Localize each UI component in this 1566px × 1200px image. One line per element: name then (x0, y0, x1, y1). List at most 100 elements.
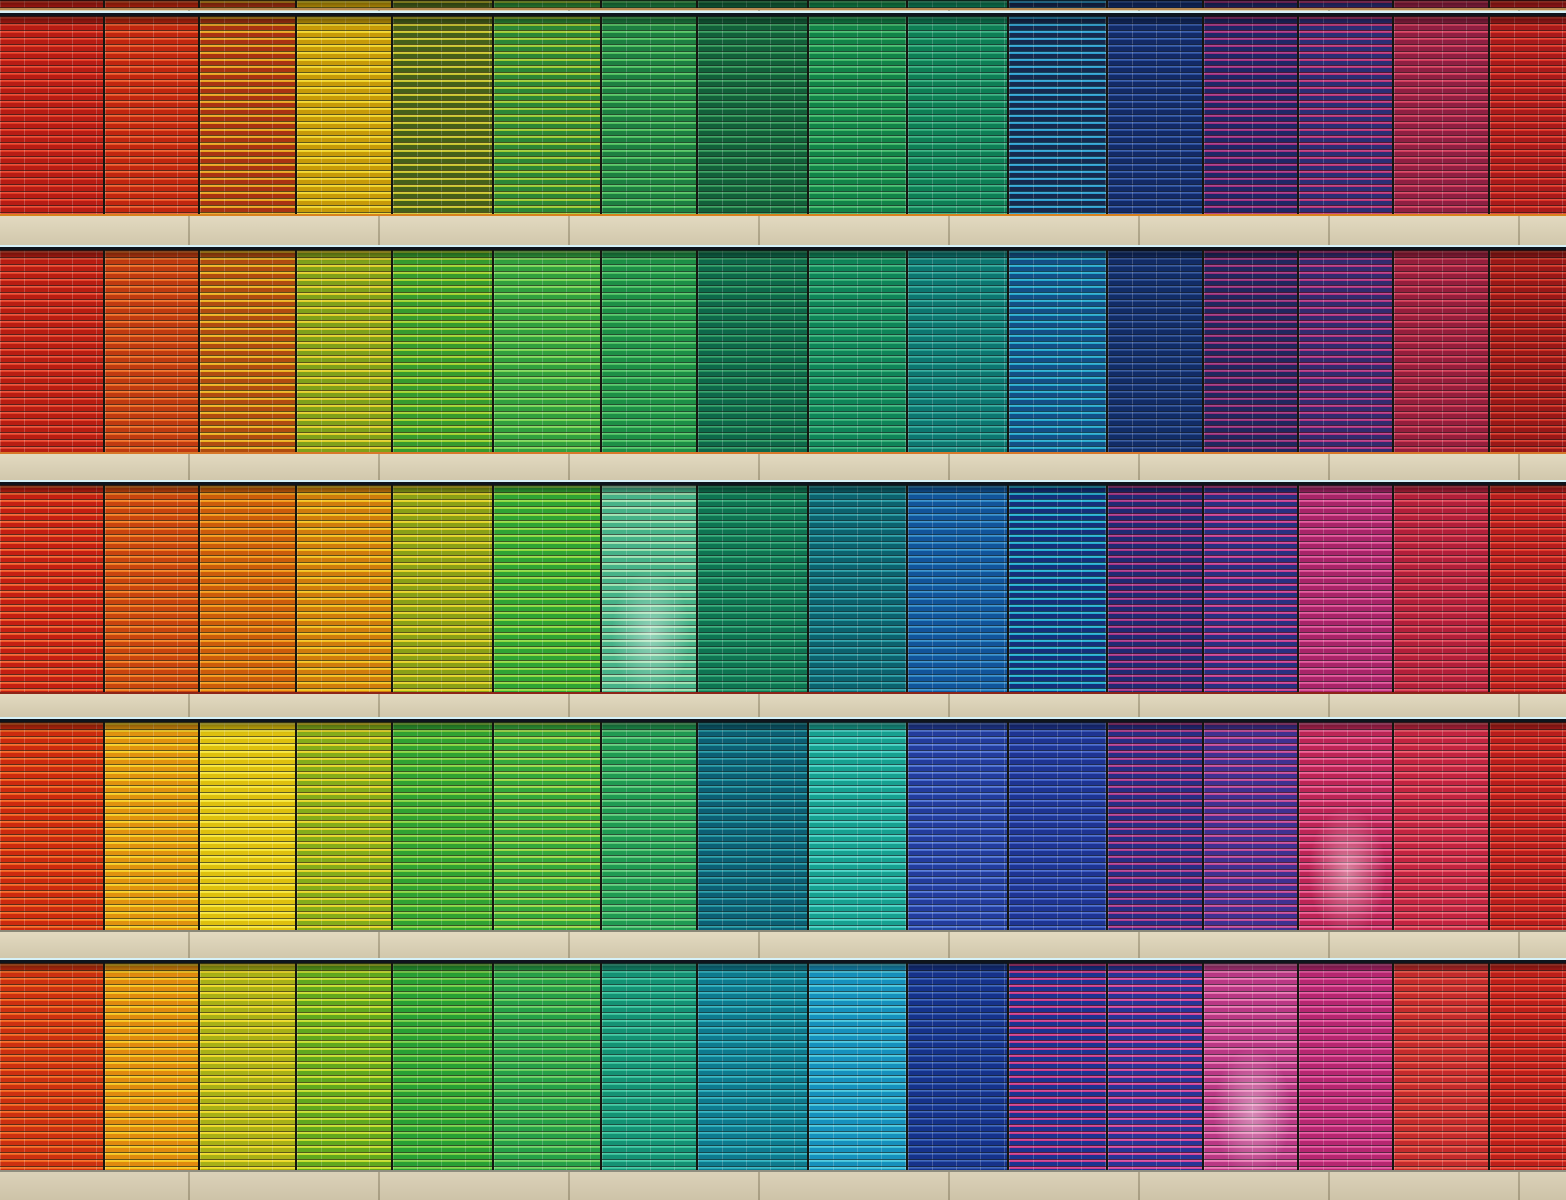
blind-panel (602, 0, 696, 8)
blind-panel (104, 16, 199, 214)
blind-panel (393, 963, 492, 1170)
blind-panel (1203, 16, 1298, 214)
blind-panel (602, 963, 696, 1170)
spandrel-1 (0, 214, 1566, 247)
blind-panel (697, 963, 807, 1170)
blind-panel (200, 250, 296, 452)
blind-panel (808, 0, 906, 8)
blind-panel (104, 722, 199, 930)
facade-band-floor-3 (0, 482, 1566, 692)
blind-panel (602, 722, 696, 930)
blind-panel (0, 16, 103, 214)
blind-panel (1394, 16, 1488, 214)
blind-panel (1008, 485, 1106, 692)
blind-panel (1489, 0, 1566, 8)
blind-panel (297, 722, 392, 930)
wall-bottom (0, 1170, 1566, 1200)
blind-panel (1203, 0, 1298, 8)
blind-panel (1008, 963, 1106, 1170)
blind-panel (907, 0, 1007, 8)
blind-panel (200, 963, 296, 1170)
blind-panel (1299, 0, 1393, 8)
blind-panel (297, 250, 392, 452)
blind-panel (104, 963, 199, 1170)
blind-panel (1008, 16, 1106, 214)
blind-panel (808, 16, 906, 214)
blind-panel (1489, 16, 1566, 214)
blind-panel (1394, 963, 1488, 1170)
blind-panel (1394, 0, 1488, 8)
facade-band-floor-4 (0, 719, 1566, 930)
blind-panel (1394, 485, 1488, 692)
blind-panel (1489, 963, 1566, 1170)
blind-panel (1008, 0, 1106, 8)
blind-panel (907, 722, 1007, 930)
blind-panel (808, 485, 906, 692)
blind-panel (493, 963, 601, 1170)
blind-panel (1203, 485, 1298, 692)
blind-panel (1299, 250, 1393, 452)
blind-panel (1107, 250, 1202, 452)
blind-panel (697, 16, 807, 214)
blind-panel (393, 250, 492, 452)
blind-panel (493, 485, 601, 692)
blind-panel (1107, 485, 1202, 692)
blind-panel (602, 250, 696, 452)
blind-panel (1299, 963, 1393, 1170)
blind-panel (393, 722, 492, 930)
spandrel-top (0, 8, 1566, 13)
blind-panel (907, 250, 1007, 452)
blind-panel (1489, 485, 1566, 692)
blind-panel (1107, 963, 1202, 1170)
blind-panel (1203, 722, 1298, 930)
spandrel-3 (0, 692, 1566, 719)
blind-panel (1489, 722, 1566, 930)
blind-panel (1203, 250, 1298, 452)
blind-panel (297, 16, 392, 214)
blind-panel (297, 485, 392, 692)
blind-panel (1394, 722, 1488, 930)
blind-panel (0, 722, 103, 930)
blind-panel (907, 485, 1007, 692)
blind-panel (104, 250, 199, 452)
blind-panel (0, 963, 103, 1170)
blind-panel (1008, 250, 1106, 452)
blind-panel (1299, 722, 1393, 930)
blind-panel (200, 485, 296, 692)
blind-panel (1299, 485, 1393, 692)
facade-band-floor-1 (0, 13, 1566, 214)
spandrel-4 (0, 930, 1566, 960)
blind-panel (493, 16, 601, 214)
blind-panel (297, 0, 392, 8)
blind-panel (200, 722, 296, 930)
blind-panel (1394, 250, 1488, 452)
blind-panel (493, 722, 601, 930)
blind-panel (907, 963, 1007, 1170)
blind-panel (697, 485, 807, 692)
blind-panel (393, 16, 492, 214)
blind-panel (0, 485, 103, 692)
facade-band-floor-5 (0, 960, 1566, 1170)
blind-panel (1489, 250, 1566, 452)
blind-panel (0, 250, 103, 452)
blind-panel (697, 250, 807, 452)
blind-panel (808, 963, 906, 1170)
blind-panel (104, 0, 199, 8)
blind-panel (1107, 722, 1202, 930)
blind-panel (808, 250, 906, 452)
blind-panel (1107, 0, 1202, 8)
blind-panel (393, 0, 492, 8)
blind-panel (697, 0, 807, 8)
blind-panel (1008, 722, 1106, 930)
blind-panel (907, 16, 1007, 214)
spandrel-2 (0, 452, 1566, 482)
facade-band-floor-2 (0, 247, 1566, 452)
blind-panel (493, 0, 601, 8)
blind-panel (493, 250, 601, 452)
blind-panel (1203, 963, 1298, 1170)
blind-panel (602, 16, 696, 214)
blind-panel (697, 722, 807, 930)
blind-panel (393, 485, 492, 692)
blind-panel (0, 0, 103, 8)
